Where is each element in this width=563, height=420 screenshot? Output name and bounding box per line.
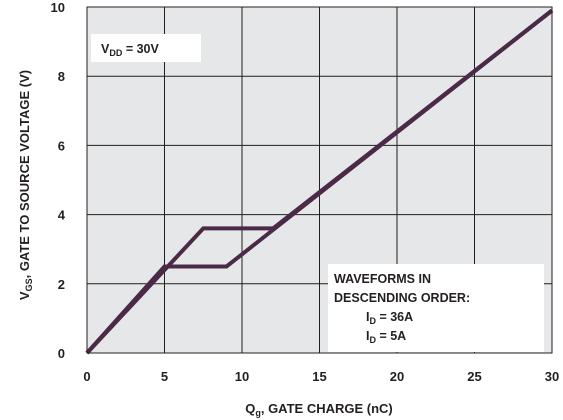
y-tick-label: 6 (58, 138, 65, 153)
y-tick-label: 4 (58, 208, 66, 223)
x-tick-label: 10 (235, 369, 249, 384)
waveforms-line1: WAVEFORMS IN (334, 272, 431, 286)
x-tick-label: 25 (467, 369, 481, 384)
x-tick-label: 5 (161, 369, 168, 384)
x-axis-label: Qg, GATE CHARGE (nC) (245, 401, 393, 418)
y-tick-label: 8 (58, 69, 65, 84)
y-tick-label: 0 (58, 346, 65, 361)
vdd-box (91, 34, 201, 62)
vdd-annotation: VDD = 30V (101, 42, 159, 58)
id-36a-label: ID = 36A (366, 310, 413, 326)
waveforms-line2: DESCENDING ORDER: (334, 291, 470, 305)
id-5a-label: ID = 5A (366, 329, 406, 345)
y-tick-labels: 0 2 4 6 8 10 (51, 0, 66, 361)
y-axis-label: VGS, GATE TO SOURCE VOLTAGE (V) (17, 70, 34, 300)
x-tick-label: 20 (390, 369, 404, 384)
plot-border (86, 6, 553, 354)
series-group (85, 8, 554, 355)
x-tick-labels: 0 5 10 15 20 25 30 (83, 369, 559, 384)
y-tick-label: 2 (58, 277, 65, 292)
x-tick-label: 30 (545, 369, 559, 384)
x-tick-label: 15 (312, 369, 326, 384)
x-tick-label: 0 (83, 369, 90, 384)
series-line-2 (85, 8, 554, 355)
waveforms-box (328, 264, 544, 352)
y-tick-label: 10 (51, 0, 65, 15)
